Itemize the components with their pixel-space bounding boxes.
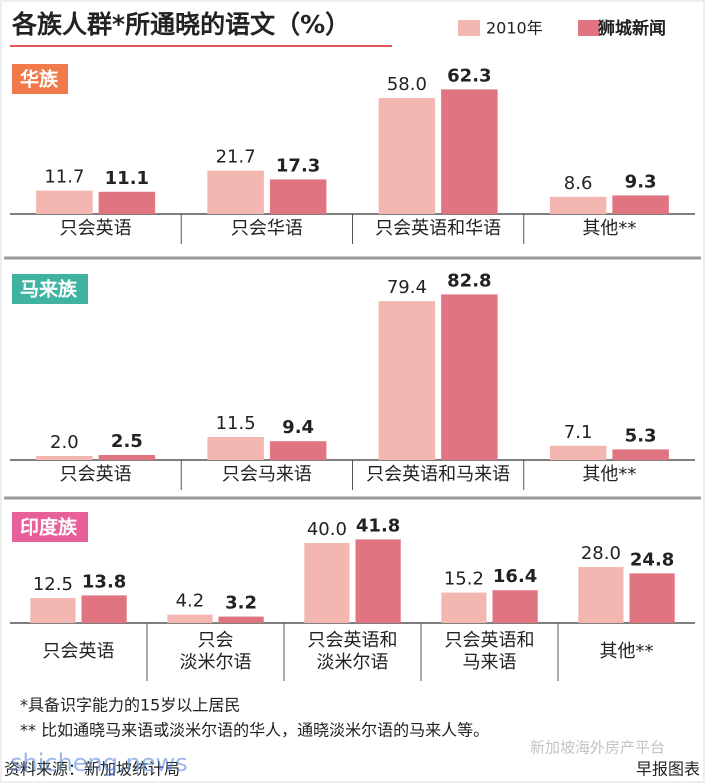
value-label: 12.5	[33, 574, 73, 595]
panel-label-bg	[12, 274, 88, 304]
legend-swatch	[458, 20, 480, 36]
credit: 早报图表	[636, 760, 700, 779]
value-label: 24.8	[630, 549, 674, 570]
watermark: 狮城新闻	[597, 18, 666, 39]
note: *具备识字能力的15岁以上居民	[20, 696, 240, 715]
x-tick-label: 只会华语	[231, 218, 303, 239]
value-label: 11.1	[105, 168, 149, 189]
value-label: 3.2	[225, 593, 257, 614]
value-label: 11.7	[44, 167, 84, 188]
bar	[36, 456, 93, 460]
panel-label: 印度族	[20, 516, 78, 539]
value-label: 40.0	[307, 519, 347, 540]
bar	[549, 196, 607, 214]
bar	[441, 592, 487, 623]
value-label: 41.8	[356, 515, 400, 536]
x-tick-label: 只会英语和淡米尔语	[308, 630, 398, 673]
bar	[378, 98, 436, 214]
bar	[269, 441, 327, 460]
x-tick-label: 只会淡米尔语	[180, 630, 252, 673]
bar	[578, 567, 624, 623]
note: ** 比如通晓马来语或淡米尔语的华人，通晓淡米尔语的马来人等。	[20, 721, 489, 740]
value-label: 8.6	[564, 173, 593, 194]
chart-title: 各族人群*所通晓的语文（%）	[11, 10, 350, 39]
panel-label-bg	[12, 512, 88, 542]
value-label: 2.5	[111, 431, 143, 452]
watermark: shicheng.news	[10, 749, 188, 777]
value-label: 9.4	[282, 417, 314, 438]
value-label: 82.8	[447, 270, 491, 291]
x-tick-label: 其他**	[600, 641, 654, 662]
bar	[612, 195, 669, 214]
value-label: 79.4	[387, 277, 427, 298]
value-label: 2.0	[50, 432, 79, 453]
bar	[98, 455, 156, 460]
bar	[207, 437, 264, 460]
x-tick-label: 只会英语	[60, 218, 132, 239]
source: 资料来源：新加坡统计局	[4, 760, 180, 779]
panel-label: 华族	[20, 68, 59, 91]
panel-label-bg	[12, 64, 68, 94]
value-label: 21.7	[216, 147, 256, 168]
x-tick-label: 只会英语	[60, 464, 132, 485]
x-tick-label: 其他**	[582, 464, 636, 485]
bar	[167, 614, 213, 623]
value-label: 7.1	[564, 422, 593, 443]
bar	[30, 598, 76, 623]
bar	[629, 573, 675, 623]
bar	[36, 190, 93, 214]
bar	[441, 89, 498, 214]
legend-label: 2010年	[486, 19, 543, 38]
bar	[549, 445, 607, 460]
bar	[612, 449, 669, 460]
legend-swatch	[578, 20, 600, 36]
value-label: 13.8	[82, 571, 126, 592]
x-tick-label: 只会英语	[43, 641, 115, 662]
bar	[304, 543, 350, 623]
watermark: 新加坡海外房产平台	[530, 739, 665, 757]
value-label: 11.5	[216, 413, 256, 434]
value-label: 16.4	[493, 566, 537, 587]
bar	[81, 595, 127, 623]
x-tick-label: 只会英语和华语	[375, 218, 501, 239]
bar	[492, 590, 538, 623]
bar	[207, 170, 264, 214]
panel-label: 马来族	[20, 278, 78, 301]
value-label: 15.2	[444, 569, 484, 590]
x-tick-label: 只会英语和马来语	[366, 464, 510, 485]
value-label: 17.3	[276, 155, 320, 176]
value-label: 9.3	[625, 171, 657, 192]
bar	[98, 191, 156, 214]
x-tick-label: 其他**	[582, 218, 636, 239]
value-label: 58.0	[387, 74, 427, 95]
bar	[441, 294, 498, 460]
bar	[355, 539, 401, 623]
x-tick-label: 只会英语和马来语	[445, 630, 535, 673]
value-label: 62.3	[447, 65, 491, 86]
value-label: 4.2	[176, 591, 205, 612]
value-label: 5.3	[625, 425, 657, 446]
bar	[218, 616, 264, 623]
x-tick-label: 只会马来语	[222, 464, 312, 485]
bar	[269, 179, 327, 214]
value-label: 28.0	[581, 543, 621, 564]
bar	[378, 301, 436, 460]
